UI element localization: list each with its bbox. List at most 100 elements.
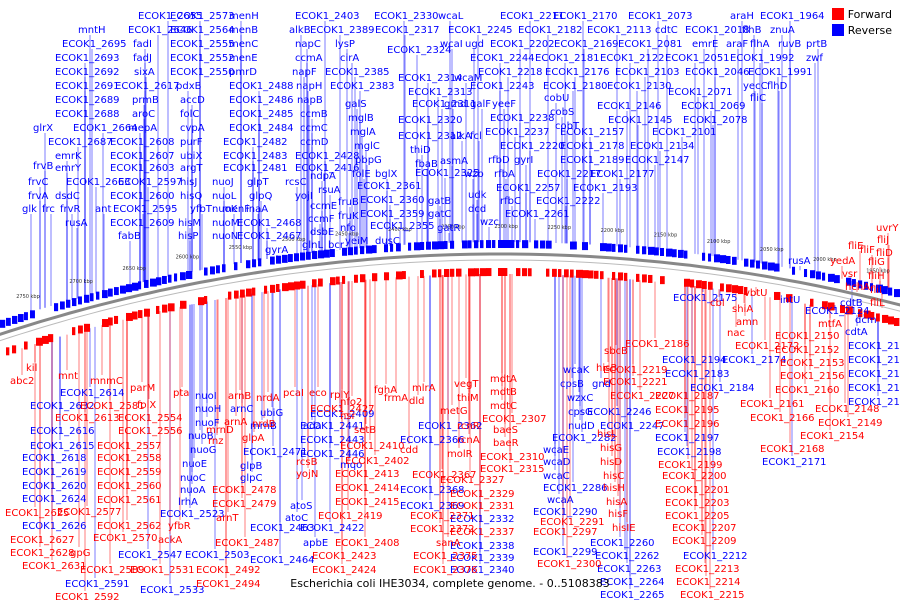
forward-gene-label: ECOK1_2581 bbox=[80, 401, 145, 412]
reverse-feature-arrow bbox=[330, 249, 335, 258]
forward-gene-label: ECOK1_2494 bbox=[196, 579, 261, 590]
forward-gene-label: eco bbox=[309, 388, 327, 399]
scale-tick-label: 2100 kbp bbox=[707, 239, 731, 245]
reverse-feature-arrow bbox=[732, 256, 737, 265]
forward-feature-arrow bbox=[24, 341, 28, 350]
forward-feature-arrow bbox=[276, 283, 280, 292]
forward-feature-arrow bbox=[708, 281, 713, 290]
reverse-feature-arrow bbox=[606, 243, 612, 252]
reverse-gene-label: nfo bbox=[340, 223, 356, 234]
reverse-feature-arrow bbox=[510, 240, 515, 249]
forward-feature-arrow bbox=[744, 286, 748, 295]
reverse-gene-label: hisP bbox=[178, 231, 198, 242]
reverse-feature-arrow bbox=[78, 296, 82, 305]
reverse-feature-arrow bbox=[222, 264, 226, 273]
reverse-gene-label: rsuA bbox=[318, 185, 341, 196]
forward-gene-label: ECOK1_2221 bbox=[603, 377, 668, 388]
reverse-gene-label: dcm bbox=[855, 315, 877, 326]
reverse-gene-label: ECOK1_2368 bbox=[400, 485, 465, 496]
map-caption: Escherichia coli IHE3034, complete genom… bbox=[290, 577, 610, 590]
scale-tick-label: 2500 kbp bbox=[282, 237, 306, 243]
reverse-gene-label: flhD bbox=[767, 81, 788, 92]
reverse-gene-label: ECOK1_2211 bbox=[500, 11, 565, 22]
scale-tick-label: 1950 kbp bbox=[866, 269, 890, 275]
reverse-gene-label: araF bbox=[726, 39, 748, 50]
reverse-gene-label: ECOK1_2695 bbox=[62, 39, 127, 50]
forward-gene-label: yedA bbox=[830, 256, 855, 267]
reverse-feature-arrow bbox=[246, 260, 251, 269]
reverse-gene-label: ECOK1_2169 bbox=[554, 39, 619, 50]
forward-gene-label: ECOK1_2427 bbox=[310, 404, 375, 415]
forward-feature-arrow bbox=[84, 323, 91, 332]
reverse-feature-arrow bbox=[24, 312, 28, 321]
reverse-gene-label: menB bbox=[229, 25, 258, 36]
reverse-feature-arrow bbox=[396, 243, 401, 252]
reverse-gene-label: zwf bbox=[806, 53, 823, 64]
forward-gene-label: fliL bbox=[870, 298, 885, 309]
forward-feature-arrow bbox=[432, 269, 437, 278]
reverse-gene-label: menE bbox=[229, 53, 258, 64]
reverse-gene-label: ECOK1_2171 bbox=[762, 457, 827, 468]
forward-gene-label: vegT bbox=[454, 379, 479, 390]
forward-gene-label: fliG bbox=[868, 257, 885, 268]
reverse-gene-label: gmd bbox=[444, 99, 466, 110]
reverse-gene-label: dsbE bbox=[310, 227, 334, 238]
reverse-feature-arrow bbox=[702, 252, 706, 261]
reverse-gene-label: ECOK1_2245 bbox=[448, 25, 513, 36]
forward-gene-label: ECOK1_2315 bbox=[480, 464, 545, 475]
forward-feature-arrow bbox=[36, 337, 43, 346]
forward-feature-arrow bbox=[318, 278, 323, 287]
forward-gene-label: glpA bbox=[242, 433, 264, 444]
scale-tick-label: 2650 kbp bbox=[122, 266, 146, 272]
strand-legend: Forward Reverse bbox=[831, 6, 892, 38]
reverse-feature-arrow bbox=[708, 253, 712, 262]
forward-feature-arrow bbox=[444, 268, 450, 277]
reverse-gene-label: ECOK1_2325 bbox=[415, 168, 480, 179]
reverse-gene-label: ECOK1_2595 bbox=[113, 204, 178, 215]
reverse-gene-label: nuoB bbox=[188, 431, 214, 442]
reverse-gene-label: dcd bbox=[468, 204, 486, 215]
forward-feature-arrow bbox=[528, 268, 532, 277]
reverse-gene-label: ant bbox=[95, 204, 111, 215]
reverse-swatch bbox=[831, 24, 844, 36]
forward-gene-label: ECOK1_2187 bbox=[655, 391, 720, 402]
reverse-feature-arrow bbox=[174, 273, 178, 282]
forward-gene-label: ECOK1_2625 bbox=[5, 508, 70, 519]
reverse-gene-label: arnC bbox=[230, 404, 253, 415]
forward-feature-arrow bbox=[828, 302, 835, 311]
forward-gene-label: ECOK1_2168 bbox=[760, 444, 825, 455]
reverse-gene-label: cobU bbox=[544, 93, 569, 104]
forward-gene-label: gpG bbox=[70, 548, 90, 559]
reverse-gene-label: menH bbox=[229, 11, 259, 22]
forward-feature-arrow bbox=[204, 296, 208, 305]
reverse-gene-label: ECOK1_2573 bbox=[170, 11, 235, 22]
reverse-gene-label: gyrI bbox=[514, 155, 533, 166]
reverse-gene-label: ECOK1_2488 bbox=[229, 81, 294, 92]
reverse-feature-arrow bbox=[504, 240, 511, 249]
forward-feature-arrow bbox=[696, 280, 702, 289]
reverse-gene-label: rusA bbox=[65, 218, 88, 229]
forward-gene-label: mnt bbox=[58, 371, 78, 382]
reverse-gene-label: fliC bbox=[750, 93, 766, 104]
reverse-gene-label: cirA bbox=[340, 53, 359, 64]
scale-tick-label: 2550 kbp bbox=[229, 245, 253, 251]
forward-gene-label: mdtB bbox=[490, 387, 517, 398]
forward-gene-label: ECOK1_2172 bbox=[735, 341, 800, 352]
reverse-feature-arrow bbox=[426, 241, 431, 250]
forward-gene-label: ECOK1_2592 bbox=[55, 592, 120, 600]
reverse-feature-arrow bbox=[144, 279, 149, 288]
reverse-gene-label: ECOK1_2134 bbox=[630, 141, 695, 152]
forward-feature-arrow bbox=[12, 345, 17, 354]
forward-gene-label: ECOK1_2424 bbox=[312, 565, 377, 576]
forward-feature-arrow bbox=[126, 312, 133, 321]
forward-gene-label: arnT bbox=[216, 513, 239, 524]
reverse-gene-label: wcaE bbox=[543, 445, 569, 456]
reverse-feature-arrow bbox=[276, 255, 282, 264]
forward-gene-label: ECOK1_2291 bbox=[540, 517, 605, 528]
reverse-gene-label: ECOK1_2181 bbox=[535, 53, 600, 64]
reverse-feature-arrow bbox=[252, 259, 257, 268]
reverse-feature-arrow bbox=[480, 240, 484, 249]
forward-gene-label: ECOK1_2415 bbox=[335, 497, 400, 508]
reverse-gene-label: ECOK1_2264 bbox=[600, 577, 665, 588]
reverse-gene-label: alkB bbox=[289, 25, 311, 36]
